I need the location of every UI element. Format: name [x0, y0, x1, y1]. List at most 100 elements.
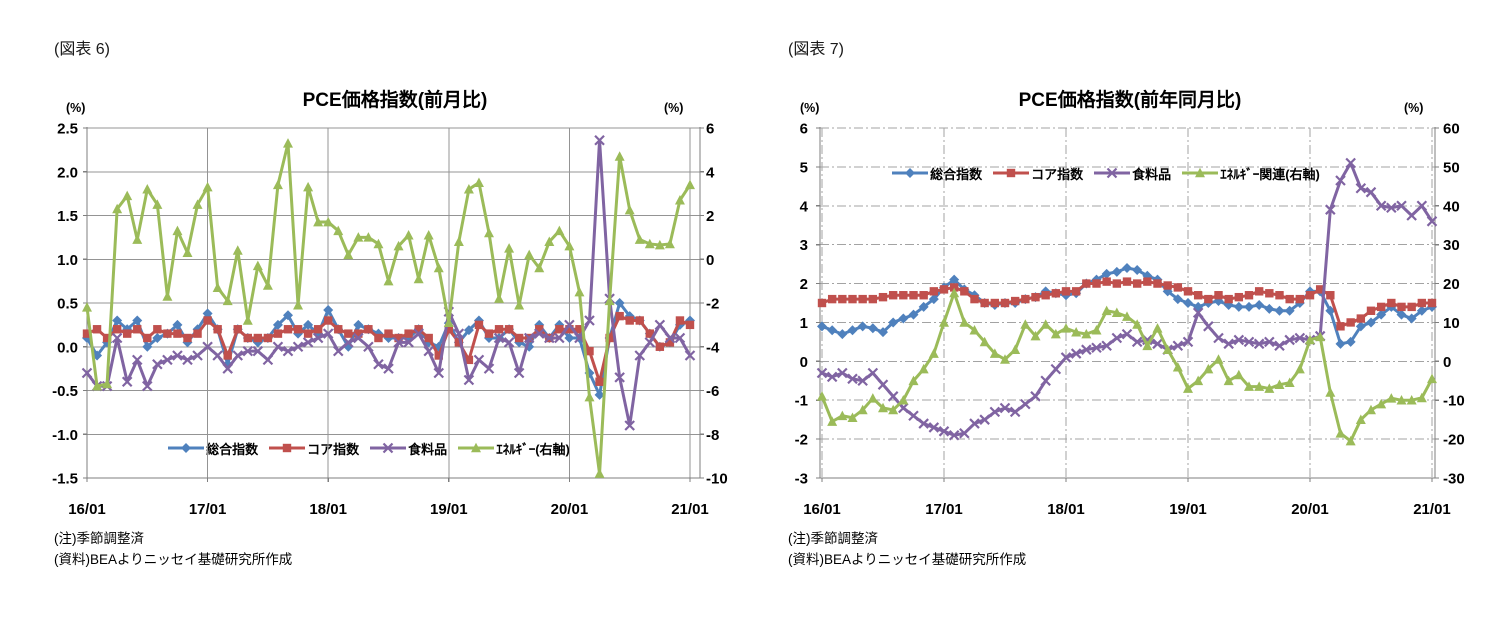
x-axis-tick-label: 21/01	[671, 501, 709, 518]
fig7-title: PCE価格指数(前年同月比)	[1018, 90, 1242, 111]
legend-item: コア指数	[993, 164, 1083, 183]
right-axis-tick-label: 4	[706, 164, 715, 181]
right-axis-tick-label: -2	[706, 296, 719, 313]
left-axis-tick-label: -1	[795, 393, 808, 410]
fig6-figure-label: (図表 6)	[54, 41, 111, 58]
gridlines	[820, 127, 1435, 479]
legend-item: 食料品	[1094, 164, 1171, 183]
fig7-left-axis-unit: (%)	[800, 101, 820, 115]
right-axis-tick-label: 10	[1443, 315, 1460, 332]
series-1	[82, 311, 695, 386]
legend-item: 総合指数	[892, 164, 982, 183]
right-axis-tick-label: -10	[1443, 393, 1465, 410]
right-axis-tick-label: 40	[1443, 198, 1460, 215]
left-axis-tick-label: 1	[800, 315, 808, 332]
left-axis-tick-label: 2.5	[57, 121, 78, 138]
legend-item: 食料品	[370, 439, 447, 458]
fig7-notes: (注)季節調整済 (資料)BEAよりニッセイ基礎研究所作成	[788, 528, 1026, 570]
legend-label: コア指数	[1031, 166, 1084, 182]
right-axis-tick-label: -10	[706, 471, 728, 488]
axis-tick-labels: 2.5 2.0 1.5 1.0 0.5 0.0 -0.5 -1.0 -1.5 6 4 2 0 -2 -4 -6…	[52, 121, 728, 519]
left-axis-tick-label: -2	[795, 432, 808, 449]
right-axis-tick-label: 6	[706, 121, 714, 138]
left-axis-tick-label: 5	[800, 159, 808, 176]
left-axis-tick-label: -1.5	[52, 471, 78, 488]
series-3	[817, 287, 1437, 446]
left-axis-tick-label: -3	[795, 471, 808, 488]
fig6-chart: 2.5 2.0 1.5 1.0 0.5 0.0 -0.5 -1.0 -1.5 6 4 2 0 -2 -4 -6…	[52, 121, 728, 519]
series-3	[82, 138, 695, 478]
legend-swatch-diamond-icon	[168, 443, 205, 453]
legend-label: ｴﾈﾙｷﾞｰ(右軸)	[496, 441, 570, 457]
right-axis-tick-label: 0	[706, 252, 714, 269]
right-axis-tick-label: -8	[706, 427, 719, 444]
fig6-right-axis-unit: (%)	[664, 101, 684, 115]
fig7-chart: 6543210-1-2-36050403020100-10-20-3016/01…	[795, 121, 1465, 519]
x-axis-tick-label: 21/01	[1413, 501, 1451, 518]
right-axis-tick-label: 50	[1443, 159, 1460, 176]
x-axis-tick-label: 18/01	[309, 501, 347, 518]
left-axis-tick-label: 0.0	[57, 339, 78, 356]
right-axis-tick-label: 20	[1443, 276, 1460, 293]
left-axis-tick-label: 2.0	[57, 164, 78, 181]
fig6-notes: (注)季節調整済 (資料)BEAよりニッセイ基礎研究所作成	[54, 528, 292, 570]
right-axis-tick-label: 2	[706, 208, 714, 225]
left-axis-tick-label: -0.5	[52, 383, 78, 400]
fig6-title: PCE価格指数(前月比)	[302, 90, 488, 111]
left-axis-tick-label: 1.5	[57, 208, 78, 225]
fig7-legend: 総合指数 コア指数 食料品 ｴﾈﾙｷﾞｰ関連(右軸)	[832, 163, 1380, 183]
x-axis-tick-label: 19/01	[430, 501, 468, 518]
legend-swatch-x-icon	[1094, 167, 1131, 179]
legend-label: 食料品	[1132, 166, 1172, 182]
fig7-right-axis-unit: (%)	[1404, 101, 1424, 115]
legend-label: コア指数	[307, 441, 360, 457]
right-axis-tick-label: -30	[1443, 471, 1465, 488]
left-axis-tick-label: 0	[800, 354, 808, 371]
x-axis-tick-label: 16/01	[803, 501, 841, 518]
legend-swatch-square-icon	[993, 168, 1030, 178]
legend-swatch-triangle-icon	[1182, 167, 1219, 178]
x-axis-tick-label: 19/01	[1169, 501, 1207, 518]
axes	[816, 127, 1439, 482]
axis-tick-labels: 6543210-1-2-36050403020100-10-20-3016/01…	[795, 121, 1465, 519]
fig6-legend: 総合指数 コア指数 食料品 ｴﾈﾙｷﾞｰ(右軸)	[128, 438, 610, 458]
legend-label: ｴﾈﾙｷﾞｰ関連(右軸)	[1220, 166, 1320, 182]
series-2	[816, 157, 1438, 441]
fig6-note-line2: (資料)BEAよりニッセイ基礎研究所作成	[54, 552, 293, 567]
right-axis-tick-label: 30	[1443, 237, 1460, 254]
left-axis-tick-label: 4	[800, 198, 809, 215]
fig7-note-line1: (注)季節調整済	[788, 531, 878, 546]
left-axis-tick-label: -1.0	[52, 427, 78, 444]
series-1	[817, 277, 1437, 331]
fig7-figure-label: (図表 7)	[788, 41, 845, 58]
left-axis-tick-label: 6	[800, 121, 808, 138]
legend-label: 総合指数	[206, 441, 259, 457]
legend-item: ｴﾈﾙｷﾞｰ(右軸)	[458, 439, 570, 458]
left-axis-tick-label: 3	[800, 237, 808, 254]
left-axis-tick-label: 0.5	[57, 296, 78, 313]
x-axis-tick-label: 20/01	[1291, 501, 1329, 518]
x-axis-tick-label: 20/01	[551, 501, 589, 518]
fig6-left-axis-unit: (%)	[66, 101, 86, 115]
legend-swatch-square-icon	[269, 443, 306, 453]
fig7-note-line2: (資料)BEAよりニッセイ基礎研究所作成	[788, 552, 1027, 567]
left-axis-tick-label: 1.0	[57, 252, 78, 269]
legend-label: 総合指数	[930, 166, 983, 182]
legend-label: 食料品	[408, 441, 448, 457]
legend-item: ｴﾈﾙｷﾞｰ関連(右軸)	[1182, 164, 1320, 183]
right-axis-tick-label: 60	[1443, 121, 1460, 138]
x-axis-tick-label: 18/01	[1047, 501, 1085, 518]
fig6-note-line1: (注)季節調整済	[54, 531, 144, 546]
x-axis-tick-label: 17/01	[189, 501, 227, 518]
right-axis-tick-label: 0	[1443, 354, 1451, 371]
left-axis-tick-label: 2	[800, 276, 808, 293]
right-axis-tick-label: -6	[706, 383, 719, 400]
right-axis-tick-label: -20	[1443, 432, 1465, 449]
legend-item: 総合指数	[168, 439, 258, 458]
legend-swatch-triangle-icon	[458, 442, 495, 453]
legend-swatch-x-icon	[370, 442, 407, 454]
right-axis-tick-label: -4	[706, 339, 720, 356]
x-axis-tick-label: 16/01	[68, 501, 106, 518]
legend-item: コア指数	[269, 439, 359, 458]
